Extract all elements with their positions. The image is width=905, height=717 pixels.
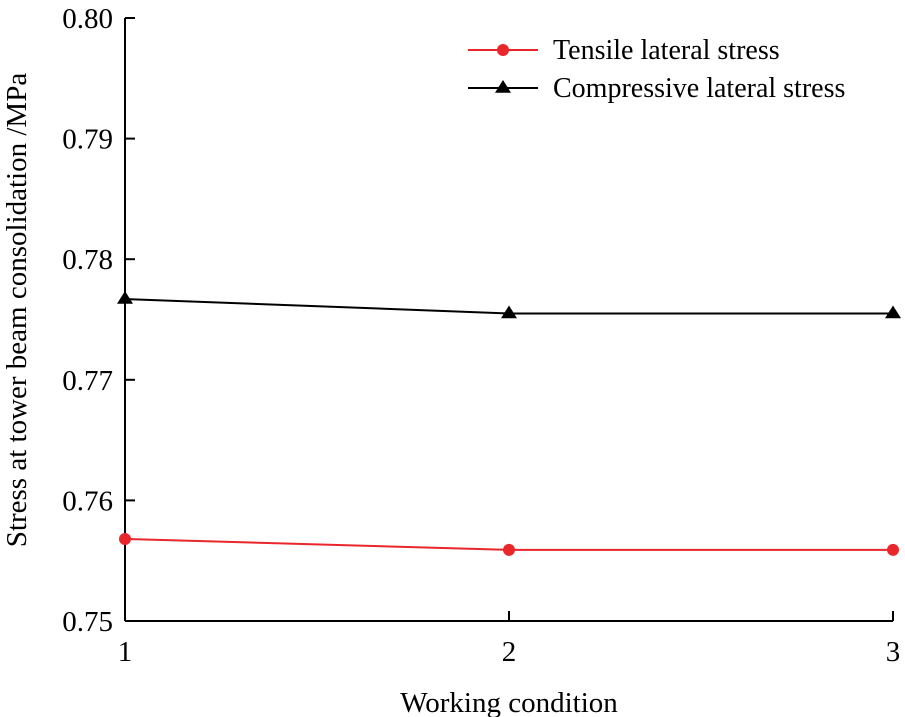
- x-tick-label: 1: [118, 636, 133, 668]
- data-point-compressive-lateral-stress: [885, 305, 901, 319]
- legend-swatch-marker: [495, 80, 511, 93]
- legend-item-tensile-lateral-stress: Tensile lateral stress: [468, 35, 780, 66]
- data-point-compressive-lateral-stress: [501, 305, 517, 319]
- data-point-tensile-lateral-stress: [119, 532, 131, 545]
- x-axis-title: Working condition: [400, 687, 618, 717]
- legend: Tensile lateral stress Compressive latera…: [468, 35, 845, 104]
- x-tick-label: 2: [502, 636, 517, 668]
- y-tick-label: 0.77: [62, 365, 113, 397]
- y-tick-label: 0.80: [62, 3, 113, 35]
- axes: 0.75 0.76 0.77 0.78 0.79 0.80 1 2 3: [62, 3, 900, 668]
- legend-label: Compressive lateral stress: [553, 73, 845, 104]
- series-tensile-lateral-stress: [119, 532, 899, 556]
- data-point-tensile-lateral-stress: [887, 543, 899, 556]
- y-tick-label: 0.75: [62, 606, 113, 638]
- y-tick-label: 0.78: [62, 244, 113, 276]
- series-layer: [117, 290, 901, 556]
- legend-swatch-marker: [497, 44, 509, 56]
- legend-item-compressive-lateral-stress: Compressive lateral stress: [468, 73, 845, 104]
- y-tick-label: 0.79: [62, 124, 113, 156]
- y-axis-title: Stress at tower beam consolidation /MPa: [1, 73, 33, 548]
- data-point-tensile-lateral-stress: [503, 543, 515, 556]
- legend-label: Tensile lateral stress: [553, 35, 780, 66]
- data-point-compressive-lateral-stress: [117, 290, 133, 304]
- x-tick-label: 3: [886, 636, 901, 668]
- y-tick-label: 0.76: [62, 485, 113, 517]
- series-compressive-lateral-stress: [117, 290, 901, 319]
